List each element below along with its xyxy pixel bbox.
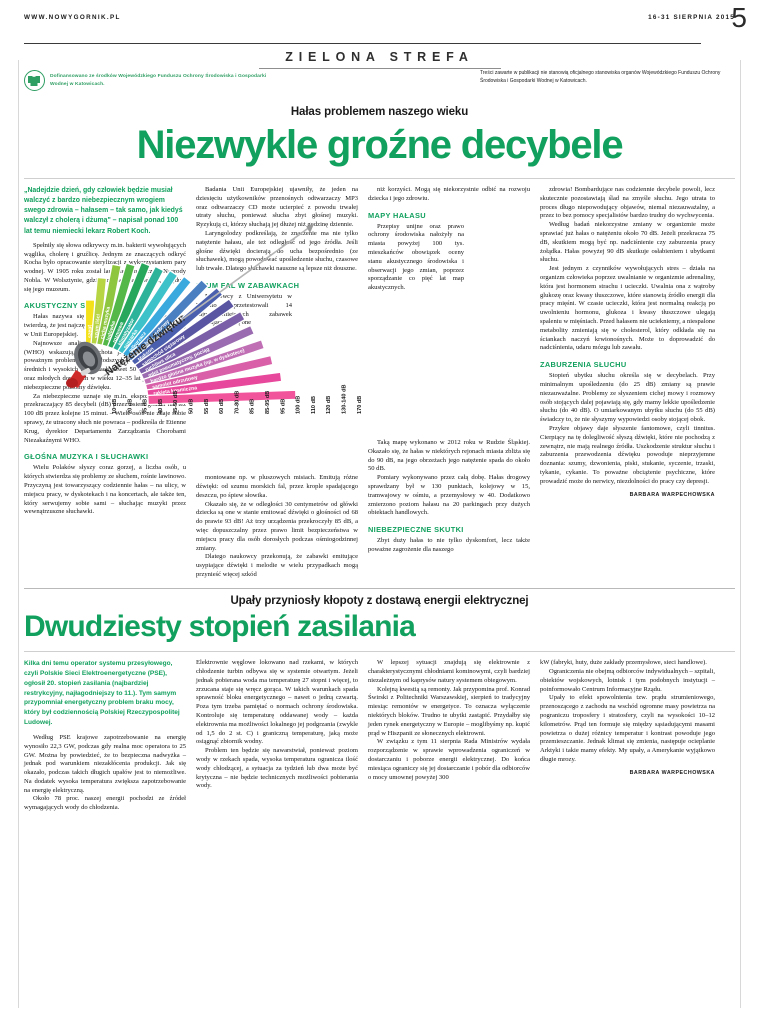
paragraph: Według PSE krajowe zapotrzebowanie na en… <box>24 733 186 794</box>
paragraph: Około 78 proc. naszej energii pochodzi z… <box>24 795 186 812</box>
funding-info-bar: Dofinansowano ze środków Wojewódzkiego F… <box>24 70 735 100</box>
page-number: 5 <box>731 2 747 33</box>
article2-byline: BARBARA WARPECHOWSKA <box>629 769 715 776</box>
disclaimer-text: Treści zawarte w publikacji nie stanowią… <box>480 70 721 84</box>
paragraph: W lepszej sytuacji znajdują się elektrow… <box>368 659 530 684</box>
article1-col-3: niż korzyści. Mogą się niekorzystnie odb… <box>368 186 530 580</box>
article1-headline: Niezwykle groźne decybele <box>136 123 624 167</box>
paragraph: Wielu Polaków słyszy coraz gorzej, a lic… <box>24 464 186 516</box>
article2-separator <box>24 587 735 589</box>
subhead-akustyczny-smog: Akustyczny smog <box>24 301 105 311</box>
paragraph: kW (fabryki, huty, duże zakłady przemysł… <box>540 659 707 667</box>
paragraph: Za niebezpieczne uznaje się m.in. ekspoz… <box>24 392 186 444</box>
paragraph: montowane np. w pluszowych misiach. Emit… <box>196 474 358 499</box>
section-underline <box>258 68 501 69</box>
article2-col-1: Kilka dni temu operator systemu przesyło… <box>24 659 186 813</box>
paragraph: Problem ten będzie się nawarstwiał, poni… <box>196 747 358 790</box>
article2-headline: Dwudziesty stopień zasilania <box>24 609 416 643</box>
article1-top-rule <box>24 178 735 179</box>
section-title: ZIELONA STREFA <box>285 50 474 64</box>
paragraph: Przepisy unijne oraz prawo ochrony środo… <box>368 222 464 292</box>
paragraph: Kolejną kwestią są remonty. Jak przypomi… <box>368 685 530 737</box>
paragraph: Zbyt duży hałas to nie tylko dyskomfort,… <box>368 537 530 553</box>
article2-columns: Kilka dni temu operator systemu przesyło… <box>24 659 735 813</box>
article2-top-rule <box>24 651 735 653</box>
paragraph: Elektrownie węglowe lokowano nad rzekami… <box>196 659 358 746</box>
article1-col-2: Badania Unii Europejskiej ujawniły, że j… <box>196 186 358 580</box>
masthead-rule <box>24 43 701 44</box>
left-margin-rule <box>18 60 19 1008</box>
paragraph: Naukowcy z Uniwersytetu w Toronto przete… <box>196 292 292 327</box>
chart-spacer-col2 <box>196 328 358 474</box>
subhead-glosna-muzyka: Głośna muzyka i słuchawki <box>24 452 149 462</box>
leaf-logo-icon <box>24 70 45 91</box>
wfosigw-logo: Dofinansowano ze środków Wojewódzkiego F… <box>24 70 274 91</box>
paragraph: W związku z tym 11 sierpnia Rada Ministr… <box>368 738 530 781</box>
article2-kicker: Upały przyniosły kłopoty z dostawą energ… <box>230 594 529 607</box>
paragraph: Badania Unii Europejskiej ujawniły, że j… <box>196 186 358 229</box>
right-margin-rule <box>740 60 741 1008</box>
paragraph: Okazało się, że w odległości 30 centymet… <box>196 500 358 552</box>
subhead-mapy-halasu: Mapy hałasu <box>368 210 426 220</box>
article2-lead: Kilka dni temu operator systemu przesyło… <box>24 660 180 727</box>
chart-spacer-col3 <box>368 293 530 439</box>
article2-col-2: Elektrownie węglowe lokowano nad rzekami… <box>196 659 358 813</box>
article1-columns: „Nadejdzie dzień, gdy człowiek będzie mu… <box>24 186 735 580</box>
article1-col-4: zdrowia! Bombardujące nas codziennie dec… <box>540 186 715 580</box>
paragraph: zdrowia! Bombardujące nas codziennie dec… <box>540 186 715 220</box>
paragraph: Według badań niekorzystne zmiany w organ… <box>540 221 715 264</box>
paragraph: Przykre objawy daje słyszenie fantomowe,… <box>540 424 715 485</box>
paragraph: Pomiary wykonywano przez całą dobę. Hała… <box>368 474 530 517</box>
article1-col-1: „Nadejdzie dzień, gdy człowiek będzie mu… <box>24 186 186 580</box>
paragraph: Stopień ubytku słuchu określa się w decy… <box>540 372 715 424</box>
subhead-zaburzenia-sluchu: Zaburzenia słuchu <box>540 360 627 370</box>
funding-note: Dofinansowano ze środków Wojewódzkiego F… <box>50 73 267 87</box>
article1-lead: „Nadejdzie dzień, gdy człowiek będzie mu… <box>24 187 183 235</box>
site-url: WWW.NOWYGORNIK.PL <box>24 14 121 21</box>
paragraph: Dlatego naukowcy przekonują, że zabawki … <box>196 553 358 578</box>
paragraph: Spełniły się słowa odkrywcy m.in. bakter… <box>24 241 186 293</box>
article1-byline: BARBARA WARPECHOWSKA <box>629 491 715 498</box>
article2-col-4: kW (fabryki, huty, duże zakłady przemysł… <box>540 659 715 813</box>
article1-kicker: Hałas problemem naszego wieku <box>290 106 469 118</box>
masthead: WWW.NOWYGORNIK.PL 16-31 SIERPNIA 2015 5 <box>24 0 747 40</box>
issue-date: 16-31 SIERPNIA 2015 <box>648 14 735 21</box>
paragraph: Taką mapę wykonano w 2012 roku w Rudzie … <box>368 438 530 473</box>
paragraph: Najnowsze analizy Światowej Organizacji … <box>24 339 186 391</box>
subhead-niebezpieczne-skutki: Niebezpieczne skutki <box>368 525 464 535</box>
paragraph: Ograniczenia nie obejmą odbiorców indywi… <box>540 668 715 693</box>
paragraph: Hałas nazywa się akustycznym smogiem. Sp… <box>24 313 186 339</box>
paragraph: Laryngolodzy podkreślają, że znaczenie m… <box>196 229 358 273</box>
article2-col-3: W lepszej sytuacji znajdują się elektrow… <box>368 659 530 813</box>
subhead-szum-fal: Szum fal w zabawkach <box>196 280 300 290</box>
section-band: ZIELONA STREFA <box>24 50 735 84</box>
paragraph: Upały to efekt spowolnienia tzw. prądu s… <box>540 694 715 763</box>
paragraph: niż korzyści. Mogą się niekorzystnie odb… <box>368 186 530 202</box>
paragraph: Jest jednym z czynników wywołujących str… <box>540 265 715 352</box>
